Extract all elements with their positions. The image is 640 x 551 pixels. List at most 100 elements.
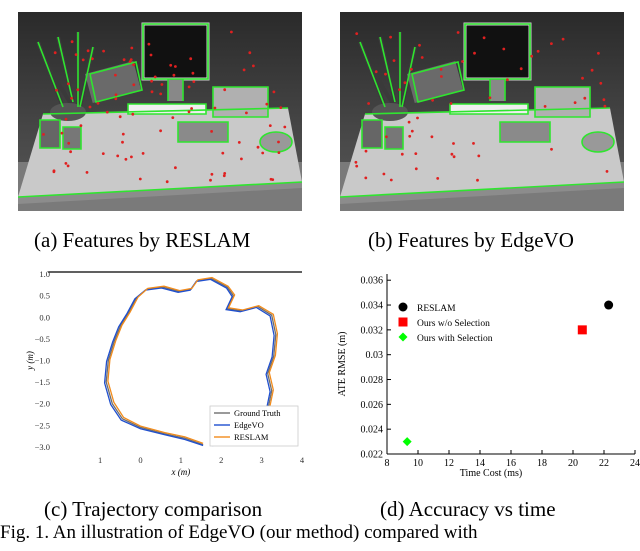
y-tick-label: 0.022 [361,450,384,461]
caption-d: (d) Accuracy vs time [380,497,556,521]
edge-feature [340,181,624,198]
point-feature [436,177,440,180]
point-feature [407,120,411,124]
point-feature [86,49,90,53]
point-feature [410,67,413,71]
edge-feature [361,119,383,149]
x-tick-label: 18 [537,458,547,469]
edge-feature [18,181,302,198]
desk-object-front [500,122,550,142]
point-feature [439,68,443,71]
point-feature [414,167,418,171]
point-feature [416,116,419,120]
edge-feature [364,107,611,115]
legend-label: RESLAM [234,432,269,442]
point-feature [410,129,414,133]
point-feature [240,157,243,161]
edge-feature [167,79,184,101]
point-feature [461,60,464,63]
point-feature [70,96,73,100]
point-feature [191,71,195,75]
point-feature [506,78,509,82]
point-feature [69,150,72,154]
point-feature [121,140,124,144]
point-feature [403,81,407,85]
point-feature [192,80,196,83]
data-point [604,300,614,310]
point-feature [138,177,142,181]
desk-object-can [385,127,403,149]
point-feature [64,162,68,165]
point-feature [450,152,454,156]
y-tick-label: −3.0 [35,442,50,452]
point-feature [66,164,70,168]
point-feature [374,70,378,74]
point-feature [60,131,64,135]
point-feature [583,96,587,100]
point-feature [91,57,94,61]
tape-roll [260,132,292,152]
edge-feature [39,119,61,149]
point-feature [355,164,359,168]
point-feature [222,174,226,178]
point-feature [66,82,70,86]
desk-object-can [63,127,81,149]
point-feature [74,53,78,56]
point-feature [385,135,388,139]
point-feature [256,145,260,149]
point-feature [420,56,424,59]
desk-object-right [213,87,268,117]
point-feature [96,101,100,105]
edge-feature [259,131,293,153]
point-feature [269,177,273,181]
plant-pot [372,103,408,121]
point-feature [261,151,265,155]
figure-caption: Fig. 1. An illustration of EdgeVO (our m… [0,522,478,543]
y-tick-label: 0.03 [366,350,384,361]
point-feature [536,49,540,53]
x-tick-label: 1 [98,455,102,465]
x-axis-label: x (m) [171,467,191,477]
point-feature [590,68,594,72]
legend-marker [398,332,408,342]
point-feature [124,157,128,161]
point-feature [172,73,176,77]
desk-edge [18,182,302,204]
desk-object-corner [40,120,60,148]
point-feature [277,140,280,144]
point-feature [213,106,217,110]
y-tick-label: 1.0 [39,269,50,279]
y-tick-label: −2.5 [35,420,50,430]
point-feature [160,83,164,86]
point-feature [101,152,105,156]
point-feature [122,58,126,62]
x-tick-label: 14 [475,458,485,469]
edge-feature [384,126,404,150]
x-tick-label: 1 [179,455,183,465]
point-feature [171,116,175,119]
legend-label: Ours with Selection [417,334,493,344]
edge-feature [89,61,143,103]
x-tick-label: 22 [599,458,609,469]
point-feature [573,101,577,104]
point-feature [398,88,401,91]
legend-label: Ground Truth [234,408,281,418]
point-feature [141,152,145,155]
point-feature [543,105,547,108]
data-point [402,437,412,447]
y-tick-label: 0.024 [361,425,384,436]
edgevo-feature-image [340,12,624,211]
point-feature [132,63,135,67]
y-tick-label: −1.5 [35,377,50,387]
point-feature [150,79,154,83]
caption-b: (b) Features by EdgeVO [368,228,574,252]
point-feature [265,102,269,106]
point-feature [248,51,252,55]
point-feature [400,152,404,156]
point-feature [530,54,534,58]
desk-object-corner [362,120,382,148]
point-feature [223,172,227,175]
point-feature [472,142,475,145]
point-feature [384,72,387,76]
y-tick-label: 0.032 [361,325,384,336]
